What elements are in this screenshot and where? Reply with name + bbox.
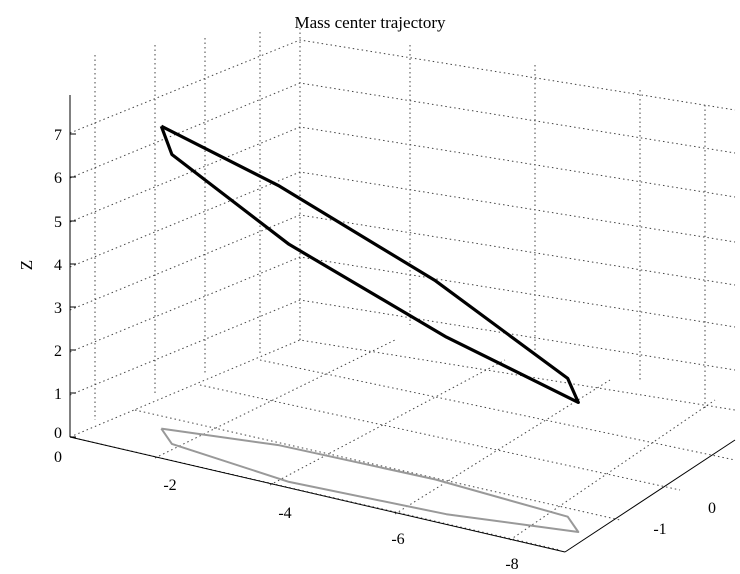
- z-tick-label: 1: [54, 386, 62, 403]
- x-tick-label: -4: [278, 505, 291, 522]
- trajectory-series: [159, 124, 580, 533]
- chart-title: Mass center trajectory: [294, 13, 446, 32]
- z-tick-label: 0: [54, 425, 62, 442]
- y-tick-label: -1: [653, 521, 666, 538]
- z-tick-label: 6: [54, 170, 62, 187]
- z-tick-label: 3: [54, 300, 62, 317]
- z-axis-label: Z: [17, 260, 36, 270]
- y-tick-label: 0: [708, 500, 716, 517]
- ground-projection-line: [160, 427, 580, 533]
- x-axis-ticks: 0 -2 -4 -6 -8: [54, 449, 519, 573]
- x-tick-label: -6: [391, 531, 404, 548]
- trajectory-line: [159, 124, 580, 404]
- x-tick-label: -2: [163, 477, 176, 494]
- z-axis-ticks: 0 1 2 3 4 5 6 7: [54, 127, 76, 442]
- axes: [69, 95, 736, 553]
- z-tick-label: 5: [54, 214, 62, 231]
- x-tick-label: -8: [505, 556, 518, 573]
- x-tick-label: 0: [54, 449, 62, 466]
- y-axis-ticks: -1 0: [653, 500, 716, 538]
- z-tick-label: 7: [54, 127, 62, 144]
- z-tick-label: 2: [54, 343, 62, 360]
- z-tick-label: 4: [54, 257, 62, 274]
- grid-lines: [69, 28, 736, 551]
